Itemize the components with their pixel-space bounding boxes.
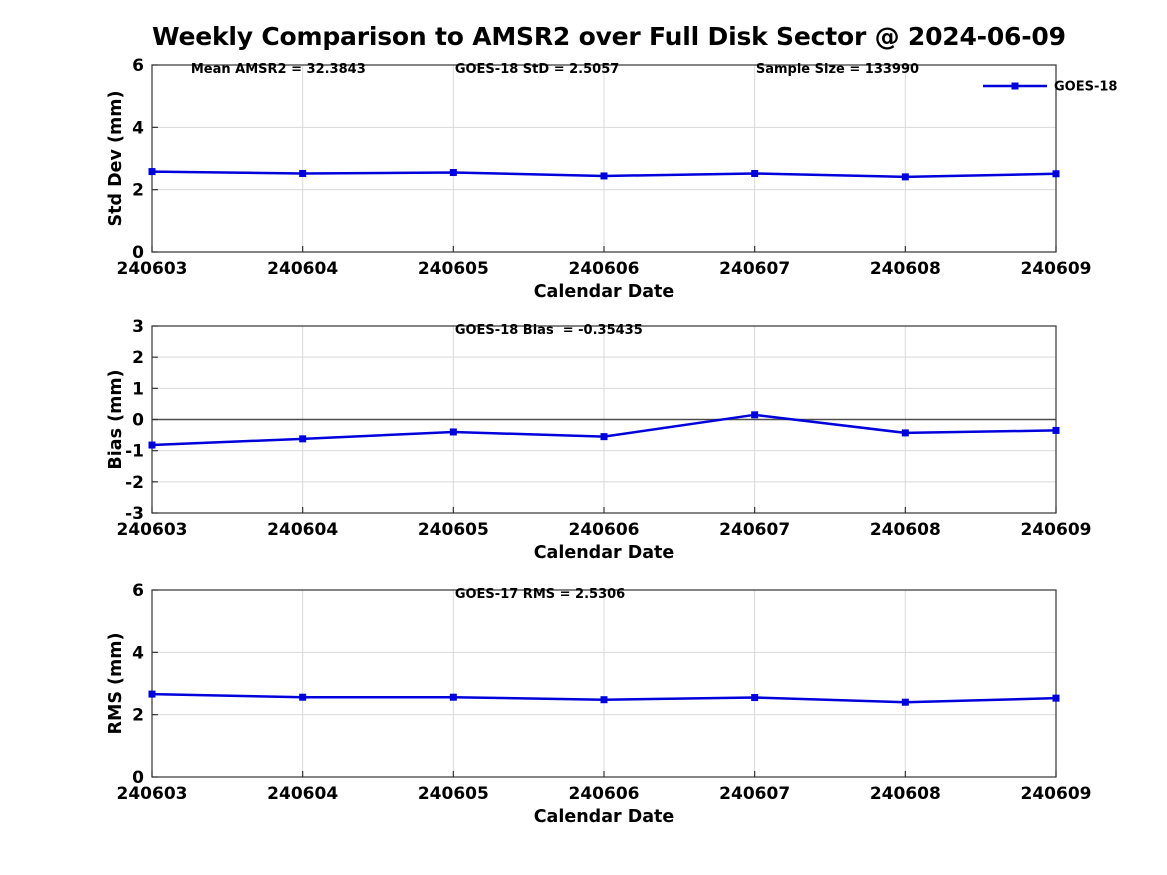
data-point-marker: [299, 435, 307, 443]
x-tick-label: 240604: [267, 520, 338, 540]
x-tick-label: 240604: [267, 784, 338, 804]
x-axis-label: Calendar Date: [534, 543, 675, 563]
legend-label: GOES-18: [1054, 80, 1117, 95]
x-tick-label: 240605: [418, 259, 489, 279]
x-tick-label: 240607: [719, 259, 790, 279]
x-tick-label: 240603: [117, 259, 188, 279]
y-tick-label: 2: [132, 348, 144, 368]
y-tick-label: 6: [132, 581, 144, 601]
y-axis-label: Std Dev (mm): [106, 91, 126, 227]
stddev-subplot: 240603 240604 240605 240606 240607 240608 2406…: [106, 56, 1117, 302]
legend-marker: [1011, 82, 1019, 90]
rms-subplot: 240603 240604 240605 240606 240607 240608 2406…: [106, 581, 1092, 827]
data-point-marker: [1052, 170, 1060, 178]
data-point-marker: [901, 698, 909, 706]
x-tick-label: 240607: [719, 520, 790, 540]
x-axis-label: Calendar Date: [534, 807, 675, 827]
data-point-marker: [299, 169, 307, 177]
y-tick-label: 4: [132, 118, 144, 138]
data-point-marker: [600, 172, 608, 180]
data-point-marker: [751, 169, 759, 177]
x-tick-label: 240609: [1021, 784, 1092, 804]
bias-subplot: 240603 240604 240605 240606 240607 240608 2406…: [106, 317, 1092, 563]
data-point-marker: [449, 693, 457, 701]
x-tick-label: 240609: [1021, 259, 1092, 279]
x-tick-label: 240606: [569, 520, 640, 540]
annotation-text: Sample Size = 133990: [756, 62, 919, 77]
x-tick-label: 240605: [418, 520, 489, 540]
data-point-marker: [901, 429, 909, 437]
y-tick-label: 2: [132, 181, 144, 201]
data-point-marker: [449, 169, 457, 177]
x-tick-label: 240604: [267, 259, 338, 279]
x-tick-label: 240605: [418, 784, 489, 804]
y-tick-label: 4: [132, 643, 144, 663]
annotation-text: GOES-17 RMS = 2.5306: [455, 587, 625, 602]
data-point-marker: [1052, 426, 1060, 434]
data-point-marker: [299, 693, 307, 701]
x-tick-label: 240608: [870, 784, 941, 804]
data-point-marker: [148, 690, 156, 698]
y-tick-label: 0: [132, 243, 144, 263]
x-tick-label: 240606: [569, 259, 640, 279]
data-point-marker: [751, 411, 759, 419]
y-axis-label: RMS (mm): [106, 632, 126, 734]
y-tick-label: -2: [125, 473, 144, 493]
y-tick-label: 6: [132, 56, 144, 76]
x-tick-label: 240608: [870, 259, 941, 279]
y-tick-label: 3: [132, 317, 144, 337]
x-tick-label: 240603: [117, 784, 188, 804]
y-tick-label: 0: [132, 410, 144, 430]
data-point-marker: [600, 433, 608, 441]
y-tick-label: 0: [132, 768, 144, 788]
data-point-marker: [600, 696, 608, 704]
x-tick-label: 240607: [719, 784, 790, 804]
data-point-marker: [1052, 694, 1060, 702]
x-tick-label: 240608: [870, 520, 941, 540]
x-tick-label: 240609: [1021, 520, 1092, 540]
annotation-text: GOES-18 StD = 2.5057: [455, 62, 619, 77]
annotation-text: Mean AMSR2 = 32.3843: [191, 62, 366, 77]
x-tick-label: 240606: [569, 784, 640, 804]
x-axis-label: Calendar Date: [534, 282, 675, 302]
data-point-marker: [901, 173, 909, 181]
data-point-marker: [449, 428, 457, 436]
data-point-marker: [148, 168, 156, 176]
y-tick-label: 1: [132, 379, 144, 399]
y-tick-label: -3: [125, 504, 144, 524]
x-tick-label: 240603: [117, 520, 188, 540]
data-point-marker: [751, 694, 759, 702]
y-tick-label: 2: [132, 706, 144, 726]
annotation-text: GOES-18 Bias = -0.35435: [455, 323, 643, 338]
y-tick-label: -1: [125, 442, 144, 462]
y-axis-label: Bias (mm): [106, 369, 126, 469]
data-point-marker: [148, 441, 156, 449]
figure-title: Weekly Comparison to AMSR2 over Full Dis…: [152, 22, 1066, 51]
